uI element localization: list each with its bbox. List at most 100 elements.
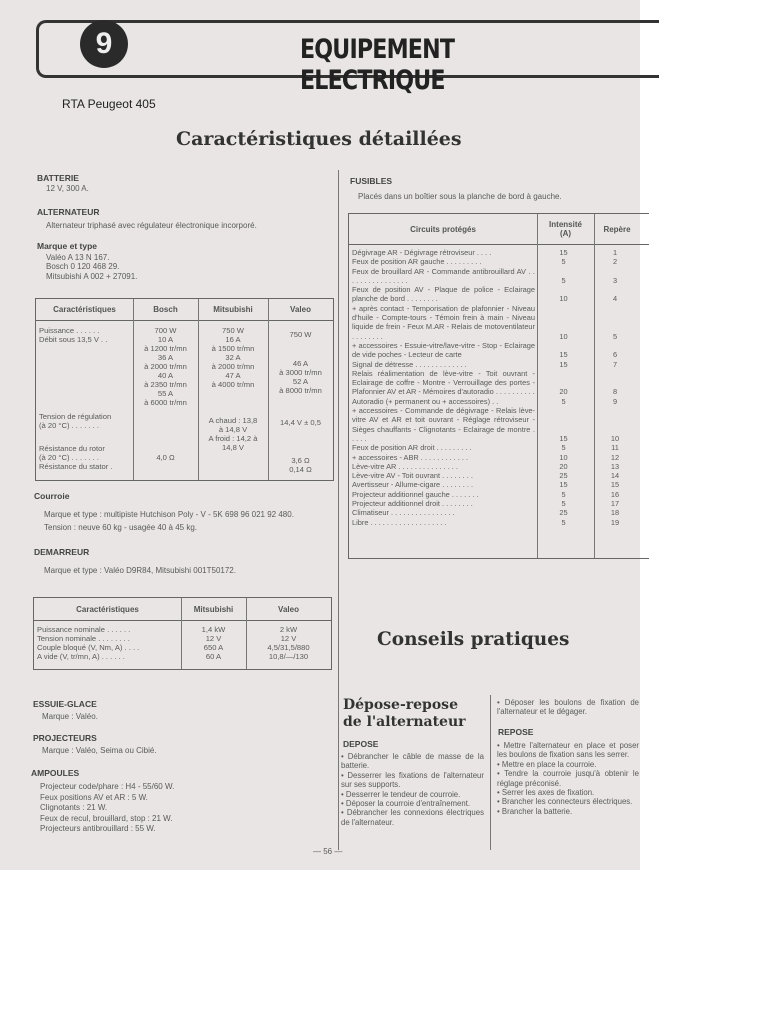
fuse-circuit: + après contact - Temporisation de plafo… (352, 303, 535, 341)
page-number: — 56 — (313, 847, 343, 856)
depose-step: • Débrancher les connexions électriques … (341, 808, 484, 827)
fuse-intensite: 15 (559, 359, 568, 369)
projecteurs-heading: PROJECTEURS (33, 733, 97, 743)
fuse-circuit: Signal de détresse . . . . . . . . . . .… (352, 359, 467, 369)
column-divider (338, 170, 339, 850)
fuse-repere: 8 (612, 387, 618, 397)
fuse-repere: 13 (610, 461, 620, 471)
depose-step: • Déposer la courroie d'entraînement. (341, 799, 471, 809)
courroie-heading: Courroie (34, 491, 70, 501)
fuse-intensite: 15 (559, 248, 568, 257)
fuse-circuit: Libre . . . . . . . . . . . . . . . . . … (352, 517, 447, 527)
fuse-row: + accessoires - Essuie-vitre/lave-vitre … (349, 341, 640, 360)
fuse-row: + après contact - Temporisation de plafo… (349, 304, 640, 341)
marque-list: Valéo A 13 N 167. Bosch 0 120 468 29. Mi… (46, 253, 138, 281)
fuse-intensite: 10 (559, 331, 568, 341)
depose-step: • Desserrer le tendeur de courroie. (341, 789, 461, 799)
essuie-glace-heading: ESSUIE-GLACE (33, 699, 97, 709)
marque-heading: Marque et type (37, 241, 97, 251)
repose-step: • Mettre en place la courroie. (497, 759, 597, 769)
fuse-repere: 5 (612, 331, 618, 341)
fuse-repere: 11 (611, 443, 619, 453)
fuse-intensite: 5 (561, 396, 566, 406)
fuse-repere: 9 (612, 396, 618, 406)
fuse-intensite: 5 (561, 517, 566, 527)
fuse-intensite: 5 (561, 275, 566, 285)
fuse-row: Projecteur additionnel gauche . . . . . … (349, 490, 640, 499)
chapter-number-badge: 9 (80, 20, 128, 68)
demarreur-text: Marque et type : Valéo D9R84, Mitsubishi… (44, 566, 236, 575)
fuse-circuit: Dégivrage AR - Dégivrage rétroviseur . .… (352, 248, 492, 257)
fuse-intensite: 25 (559, 471, 568, 481)
ampoules-heading: AMPOULES (31, 768, 80, 778)
repose-heading: REPOSE (498, 727, 534, 737)
conseils-title: Conseils pratiques (377, 629, 570, 650)
depose-step: • Déposer les boulons de fixation de l'a… (497, 698, 639, 717)
fusibles-text: Placés dans un boîtier sous la planche d… (358, 192, 562, 201)
source-label: RTA Peugeot 405 (62, 97, 156, 111)
fuse-row: Climatiseur . . . . . . . . . . . . . . … (349, 508, 640, 517)
fuse-row: Autoradio (+ permanent ou + accessoires)… (349, 397, 640, 406)
fuse-row: + accessoires - ABR . . . . . . . . . . … (349, 453, 640, 462)
fusibles-heading: FUSIBLES (350, 176, 393, 186)
fuse-intensite: 15 (559, 480, 568, 490)
subcolumn-divider (490, 695, 491, 850)
fuse-row: Lève-vitre AV - Toit ouvrant . . . . . .… (349, 471, 640, 480)
repose-step: • Serrer les axes de fixation. (497, 788, 595, 798)
fuse-rows: Dégivrage AR - Dégivrage rétroviseur . .… (349, 248, 640, 527)
fuse-repere: 1 (612, 248, 618, 257)
fuse-row: Feux de brouillard AR - Commande antibro… (349, 267, 640, 286)
fuse-repere: 14 (610, 471, 620, 481)
repose-step: • Brancher la batterie. (497, 806, 573, 816)
fuse-repere: 12 (610, 452, 620, 462)
fuse-intensite: 20 (559, 461, 568, 471)
fuse-intensite: 20 (559, 387, 568, 397)
fuse-circuit: Feux de position AR droit . . . . . . . … (352, 443, 472, 453)
header-caracteristiques: Caractéristiques (76, 604, 139, 614)
alternateur-heading: ALTERNATEUR (37, 207, 100, 217)
repose-steps: • Mettre l'alternateur en place et poser… (497, 741, 639, 816)
header-mitsubishi: Mitsubishi (213, 305, 253, 314)
fuse-table: Circuits protégés Intensité (A) Repère D… (348, 213, 649, 559)
fuse-row: Libre . . . . . . . . . . . . . . . . . … (349, 518, 640, 527)
fuse-circuit: Projecteur additionnel droit . . . . . .… (352, 499, 473, 509)
fuse-circuit: Feux de position AR gauche . . . . . . .… (352, 257, 482, 267)
fuse-intensite: 10 (559, 294, 568, 304)
header-repere: Repère (603, 224, 631, 234)
alternator-table: Caractéristiques Bosch Mitsubishi Valeo … (35, 298, 334, 481)
fuse-repere: 17 (610, 499, 620, 509)
fuse-repere: 18 (610, 508, 620, 518)
fuse-intensite: 15 (559, 433, 568, 443)
depose-step: • Débrancher le câble de masse de la bat… (341, 752, 484, 771)
fuse-row: + accessoires - Commande de dégivrage - … (349, 406, 640, 443)
repose-step: • Brancher les connecteurs électriques. (497, 797, 633, 807)
essuie-glace-text: Marque : Valéo. (42, 712, 98, 721)
valeo-resistance: 3,6 Ω 0,14 Ω (289, 456, 312, 474)
projecteurs-text: Marque : Valéo, Seima ou Cibié. (42, 746, 157, 755)
header-valeo: Valeo (290, 305, 311, 314)
fuse-row: Projecteur additionnel droit . . . . . .… (349, 499, 640, 508)
fuse-row: Avertisseur - Allume-cigare . . . . . . … (349, 480, 640, 489)
header-mitsubishi: Mitsubishi (193, 604, 234, 614)
starter-mitsubishi-values: 1,4 kW 12 V 650 A 60 A (201, 625, 226, 661)
starter-table: Caractéristiques Mitsubishi Valeo Puissa… (33, 597, 332, 670)
batterie-heading: BATTERIE (37, 173, 79, 183)
depose-steps-continued: • Déposer les boulons de fixation de l'a… (497, 698, 639, 717)
fuse-intensite: 5 (561, 489, 566, 499)
chapter-banner (36, 20, 659, 78)
fuse-circuit: Avertisseur - Allume-cigare . . . . . . … (352, 480, 474, 490)
fuse-intensite: 5 (561, 443, 566, 453)
fuse-circuit: Lève-vitre AR . . . . . . . . . . . . . … (352, 461, 458, 471)
repose-step: • Tendre la courroie jusqu'à obtenir le … (497, 769, 639, 788)
fuse-row: Feux de position AV - Plaque de police -… (349, 285, 640, 304)
fuse-repere: 6 (612, 350, 618, 360)
fuse-repere: 4 (612, 294, 618, 304)
header-intensite: Intensité (A) (549, 220, 582, 238)
fuse-row: Lève-vitre AR . . . . . . . . . . . . . … (349, 462, 640, 471)
fuse-circuit: + accessoires - Commande de dégivrage - … (352, 406, 535, 443)
valeo-tension: 14,4 V ± 0,5 (280, 418, 321, 427)
fuse-circuit: Feux de brouillard AR - Commande antibro… (352, 266, 535, 285)
courroie-tension: Tension : neuve 60 kg - usagée 40 à 45 k… (44, 523, 197, 532)
chapter-title: EQUIPEMENT ELECTRIQUE (300, 34, 455, 96)
fuse-circuit: Autoradio (+ permanent ou + accessoires)… (352, 396, 499, 406)
